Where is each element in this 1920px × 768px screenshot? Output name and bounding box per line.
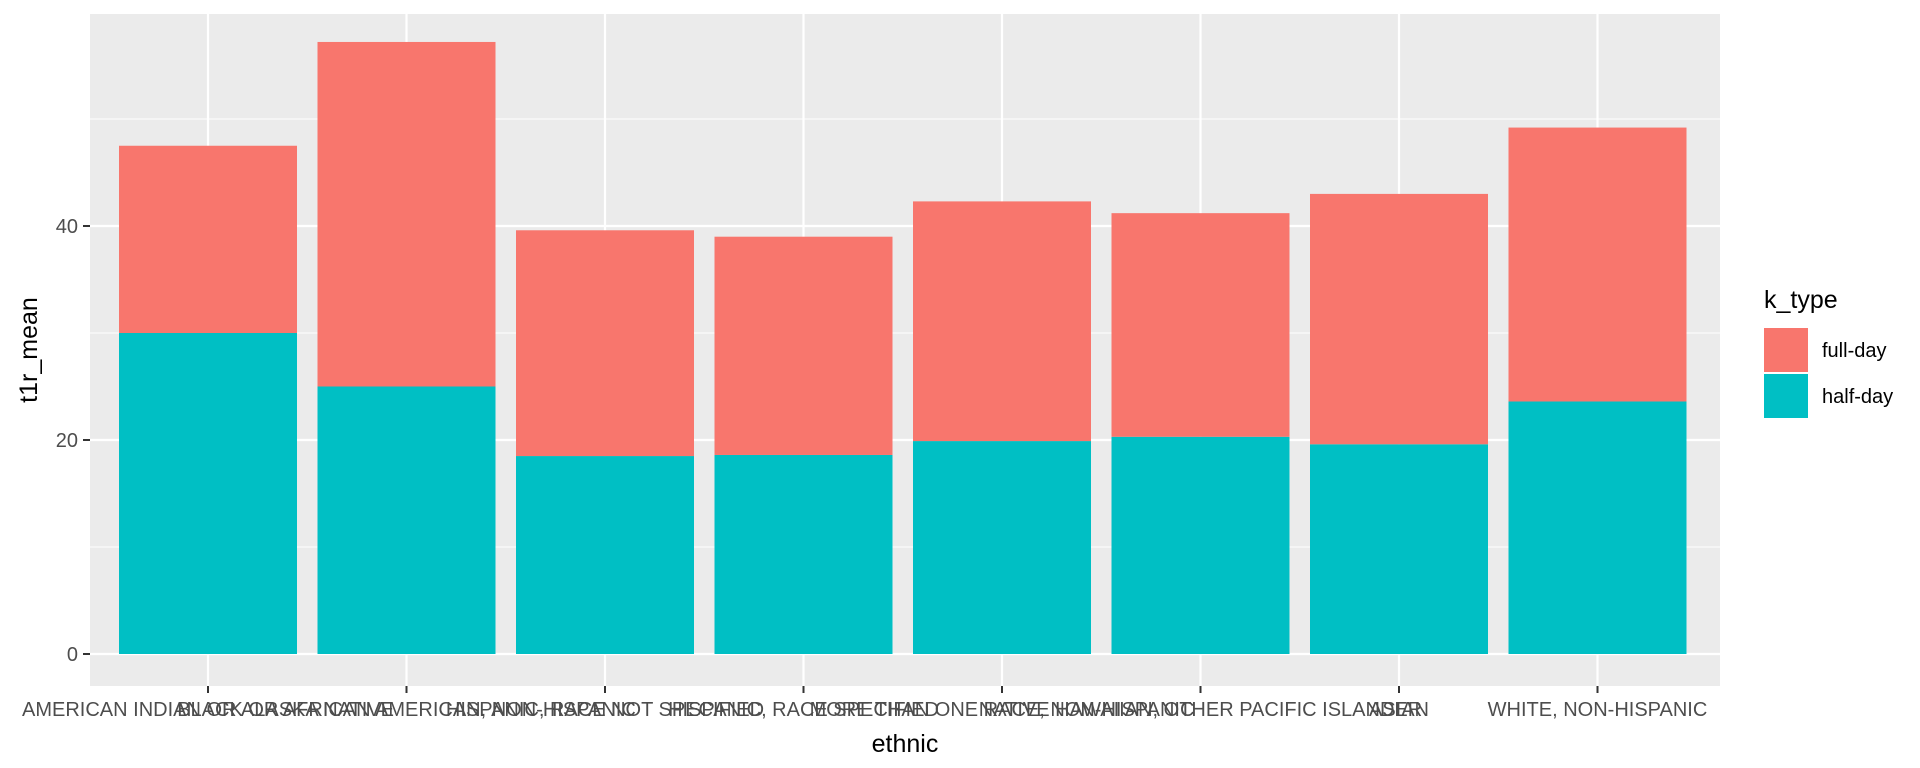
bar-segment-half-day: [516, 456, 694, 654]
legend-key-half-day: [1764, 374, 1808, 418]
x-tick-label: AMERICAN INDIAN OR ALASKA NATIVE: [22, 699, 394, 721]
bar-segment-full-day: [516, 230, 694, 457]
bar-segment-half-day: [1111, 436, 1290, 654]
bar-segment-full-day: [1310, 193, 1488, 445]
bar-segment-full-day: [317, 41, 496, 387]
x-tick-label: ASIAN: [1369, 699, 1429, 721]
bar-segment-full-day: [119, 145, 297, 333]
x-tick-label: BLACK OR AFRICAN AMERICAN, NON-HISPANIC: [177, 699, 636, 721]
x-tick-label: MORE THAN ONE RACE, NON-HISPANIC: [810, 699, 1195, 721]
bar-segment-full-day: [1508, 127, 1687, 402]
x-tick-label: NATIVE HAWAIIAN, OTHER PACIFIC ISLANDER: [979, 699, 1422, 721]
y-tick-label: 20: [56, 430, 78, 452]
bar-segment-full-day: [913, 201, 1091, 442]
x-tick-label: HISPANIC, RACE SPECIFIED: [668, 699, 939, 721]
x-axis-title: ethnic: [872, 730, 939, 758]
bar-segment-half-day: [1310, 444, 1488, 654]
bar-segment-half-day: [714, 454, 893, 654]
y-tick-label: 40: [56, 216, 78, 238]
legend-title: k_type: [1764, 286, 1838, 314]
legend-key-full-day: [1764, 328, 1808, 372]
bar-segment-half-day: [913, 441, 1091, 654]
legend-label-full-day: full-day: [1822, 340, 1886, 362]
bar-segment-half-day: [317, 386, 496, 654]
bar-segment-full-day: [714, 236, 893, 455]
bars: [119, 41, 1687, 654]
x-tick-label: HISPANIC, RACE NOT SPECIFIED: [446, 699, 764, 721]
bar-segment-half-day: [1508, 401, 1687, 654]
legend: k_type full-day half-day: [1764, 286, 1893, 418]
bar-segment-half-day: [119, 333, 297, 654]
bar-segment-full-day: [1111, 213, 1290, 437]
x-tick-label: WHITE, NON-HISPANIC: [1488, 699, 1708, 721]
legend-label-half-day: half-day: [1822, 386, 1893, 408]
y-tick-label: 0: [67, 644, 78, 666]
y-axis: 0 20 40: [56, 216, 90, 666]
y-axis-title: t1r_mean: [15, 297, 43, 403]
